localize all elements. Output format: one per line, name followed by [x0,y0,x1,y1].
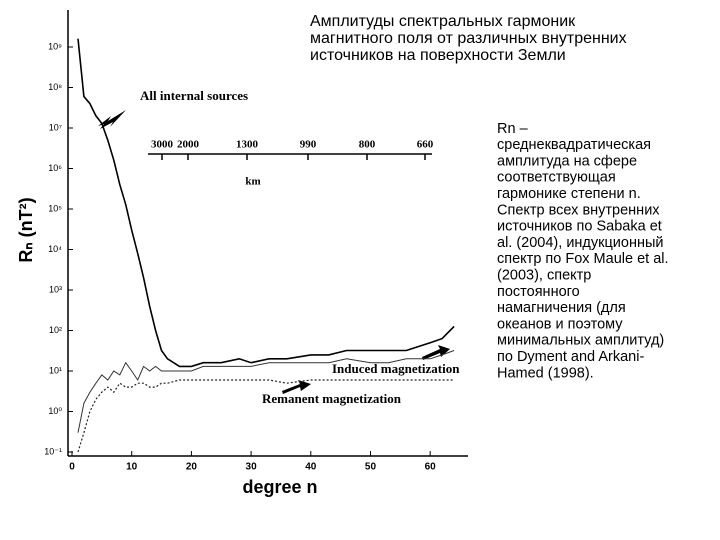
description: Спектр всех внутренних [497,202,660,218]
y-tick-label: 10⁻¹ [44,446,62,456]
description: гармонике степени n. [497,186,641,202]
description: намагничения (для [497,300,626,316]
x-tick-label: 60 [425,462,437,473]
description: соответствующая [497,170,616,186]
scale-unit: km [245,176,260,188]
slide-title: источников на поверхности Земли [310,47,566,64]
x-tick-label: 50 [365,462,377,473]
y-tick-label: 10⁹ [48,41,62,51]
scale-label: 2000 [177,139,200,151]
x-tick-label: 40 [305,462,317,473]
y-tick-label: 10³ [49,284,62,294]
slide-title: магнитного поля от различных внутренних [310,30,627,47]
y-tick-label: 10⁵ [48,203,62,213]
scale-label: 660 [417,139,434,151]
y-tick-label: 10⁰ [48,406,62,416]
y-tick-label: 10² [49,325,62,335]
series-line [77,38,455,368]
description: спектр по Fox Maule et al. [497,251,669,267]
y-tick-label: 10¹ [49,365,62,375]
y-tick-label: 10⁸ [48,82,62,92]
series-annotation: Induced magnetization [332,361,460,376]
slide-title: Амплитуды спектральных гармоник [310,13,576,30]
description: океанов и поэтому [497,316,623,332]
series-annotation: Remanent magnetization [262,391,402,406]
x-tick-label: 10 [126,462,138,473]
description: Hamed (1998). [497,365,594,381]
x-tick-label: 30 [246,462,258,473]
x-axis-label: degree n [242,477,317,497]
y-tick-label: 10⁶ [48,163,62,173]
x-tick-label: 20 [186,462,198,473]
scale-label: 990 [300,139,317,151]
arrows [98,110,450,394]
scale-label: 3000 [151,139,174,151]
description: постоянного [497,284,580,300]
description: al. (2004), индукционный [497,235,663,251]
arrow [422,345,450,360]
x-tick-label: 0 [69,462,75,473]
description: (2003), спектр [497,268,591,284]
series-annotation: All internal sources [140,88,248,103]
description: амплитуда на сфере [497,153,637,169]
series-line [77,379,455,453]
y-axis-label: Rₙ (nT²) [16,197,36,262]
scale-label: 800 [359,139,376,151]
scale-label: 1300 [236,139,259,151]
description: по Dyment and Arkani- [497,349,644,365]
description: минимальных амплитуд) [497,333,664,349]
arrow [282,380,311,394]
y-tick-label: 10⁷ [49,122,62,132]
series-line [77,350,455,433]
arrow [98,110,126,129]
description: источников по Sabaka et [497,219,662,235]
y-tick-label: 10⁴ [48,244,62,254]
description: Rn – [497,121,529,137]
description: среднеквадратическая [497,137,651,153]
